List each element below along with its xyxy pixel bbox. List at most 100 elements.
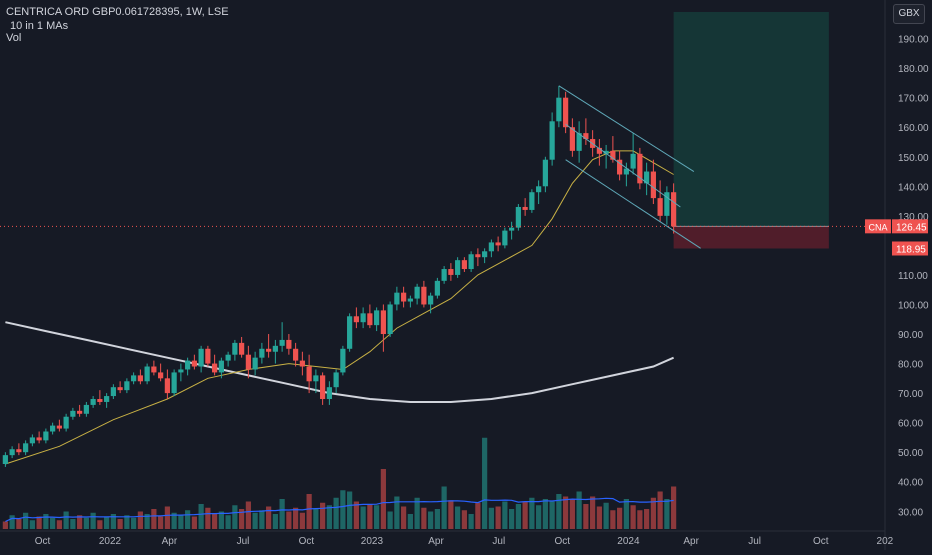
candle-body[interactable] bbox=[70, 410, 76, 417]
candle-body[interactable] bbox=[664, 192, 670, 216]
candle-body[interactable] bbox=[185, 360, 191, 370]
candle-body[interactable] bbox=[252, 357, 258, 370]
candle-body[interactable] bbox=[515, 206, 521, 228]
candle-body[interactable] bbox=[137, 375, 143, 382]
candle-body[interactable] bbox=[43, 431, 49, 441]
candle-body[interactable] bbox=[353, 316, 359, 323]
candle-body[interactable] bbox=[306, 366, 312, 382]
candle-body[interactable] bbox=[529, 192, 535, 210]
candle-body[interactable] bbox=[117, 387, 123, 391]
candle-body[interactable] bbox=[502, 230, 508, 246]
candle-body[interactable] bbox=[610, 150, 616, 160]
candle-body[interactable] bbox=[617, 159, 623, 175]
candle-body[interactable] bbox=[63, 416, 69, 429]
candle-body[interactable] bbox=[16, 449, 22, 453]
candle-body[interactable] bbox=[549, 121, 555, 160]
candle-body[interactable] bbox=[110, 387, 116, 397]
candle-body[interactable] bbox=[178, 369, 184, 373]
candle-body[interactable] bbox=[313, 375, 319, 382]
channel-upper-line[interactable] bbox=[558, 85, 695, 172]
candle-body[interactable] bbox=[299, 360, 305, 367]
candle-body[interactable] bbox=[279, 339, 285, 346]
candle-body[interactable] bbox=[50, 425, 56, 432]
candle-body[interactable] bbox=[218, 360, 224, 373]
candle-body[interactable] bbox=[387, 304, 393, 335]
channel-lower-line[interactable] bbox=[565, 159, 701, 249]
candle-body[interactable] bbox=[104, 396, 110, 402]
candle-body[interactable] bbox=[23, 443, 29, 453]
ma-short-line[interactable] bbox=[5, 150, 674, 465]
candle-body[interactable] bbox=[576, 133, 582, 151]
candle-body[interactable] bbox=[164, 378, 170, 394]
candle-body[interactable] bbox=[657, 198, 663, 216]
candle-body[interactable] bbox=[293, 348, 299, 361]
candle-body[interactable] bbox=[367, 313, 373, 326]
stop-zone[interactable] bbox=[673, 226, 829, 249]
candle-body[interactable] bbox=[603, 150, 609, 154]
candle-body[interactable] bbox=[448, 269, 454, 275]
candle-body[interactable] bbox=[97, 399, 103, 402]
candle-body[interactable] bbox=[542, 159, 548, 187]
candle-body[interactable] bbox=[569, 127, 575, 151]
candle-body[interactable] bbox=[380, 310, 386, 335]
candle-body[interactable] bbox=[583, 133, 589, 140]
candle-body[interactable] bbox=[212, 363, 218, 373]
candle-body[interactable] bbox=[623, 168, 629, 175]
candle-body[interactable] bbox=[191, 360, 197, 367]
candle-body[interactable] bbox=[482, 251, 488, 258]
candle-body[interactable] bbox=[259, 348, 265, 358]
volume-legend[interactable]: Vol bbox=[6, 32, 22, 44]
candle-body[interactable] bbox=[509, 227, 515, 231]
candle-body[interactable] bbox=[90, 399, 96, 405]
candle-body[interactable] bbox=[488, 242, 494, 252]
candle-body[interactable] bbox=[36, 437, 42, 441]
candle-body[interactable] bbox=[198, 348, 204, 367]
candle-body[interactable] bbox=[286, 339, 292, 349]
candle-body[interactable] bbox=[650, 171, 656, 199]
candle-body[interactable] bbox=[151, 366, 157, 373]
candle-body[interactable] bbox=[29, 437, 35, 444]
candle-body[interactable] bbox=[83, 404, 89, 414]
candle-body[interactable] bbox=[455, 260, 461, 275]
ma-long-line[interactable] bbox=[5, 321, 674, 403]
candle-body[interactable] bbox=[360, 313, 366, 323]
candle-body[interactable] bbox=[171, 372, 177, 394]
candle-body[interactable] bbox=[326, 387, 332, 400]
candle-body[interactable] bbox=[644, 171, 650, 184]
candle-body[interactable] bbox=[340, 348, 346, 373]
candle-body[interactable] bbox=[394, 292, 400, 305]
candle-body[interactable] bbox=[225, 354, 231, 361]
candle-body[interactable] bbox=[77, 410, 83, 414]
candle-body[interactable] bbox=[441, 269, 447, 281]
candle-body[interactable] bbox=[320, 375, 326, 400]
channel-middle-line[interactable] bbox=[565, 123, 681, 208]
ma-legend[interactable]: 10 in 1 MAs bbox=[10, 20, 69, 32]
candle-body[interactable] bbox=[245, 354, 251, 370]
candle-body[interactable] bbox=[556, 97, 562, 122]
candle-body[interactable] bbox=[563, 97, 569, 128]
candle-body[interactable] bbox=[272, 345, 278, 352]
candle-body[interactable] bbox=[124, 381, 130, 391]
candle-body[interactable] bbox=[461, 260, 467, 270]
candle-body[interactable] bbox=[9, 449, 15, 456]
candle-body[interactable] bbox=[522, 206, 528, 210]
target-zone[interactable] bbox=[673, 12, 829, 227]
candle-body[interactable] bbox=[434, 280, 440, 296]
candle-body[interactable] bbox=[401, 292, 407, 302]
candle-body[interactable] bbox=[266, 348, 272, 352]
candle-body[interactable] bbox=[232, 342, 238, 355]
candle-body[interactable] bbox=[414, 286, 420, 299]
candle-body[interactable] bbox=[131, 375, 137, 382]
candle-body[interactable] bbox=[596, 147, 602, 154]
candle-body[interactable] bbox=[421, 286, 427, 305]
candle-body[interactable] bbox=[56, 425, 62, 429]
candle-body[interactable] bbox=[637, 153, 643, 184]
candle-body[interactable] bbox=[428, 295, 434, 305]
candle-body[interactable] bbox=[2, 455, 8, 465]
candle-body[interactable] bbox=[144, 366, 150, 382]
candle-body[interactable] bbox=[239, 342, 245, 355]
candle-body[interactable] bbox=[347, 316, 353, 349]
candle-body[interactable] bbox=[671, 192, 677, 227]
